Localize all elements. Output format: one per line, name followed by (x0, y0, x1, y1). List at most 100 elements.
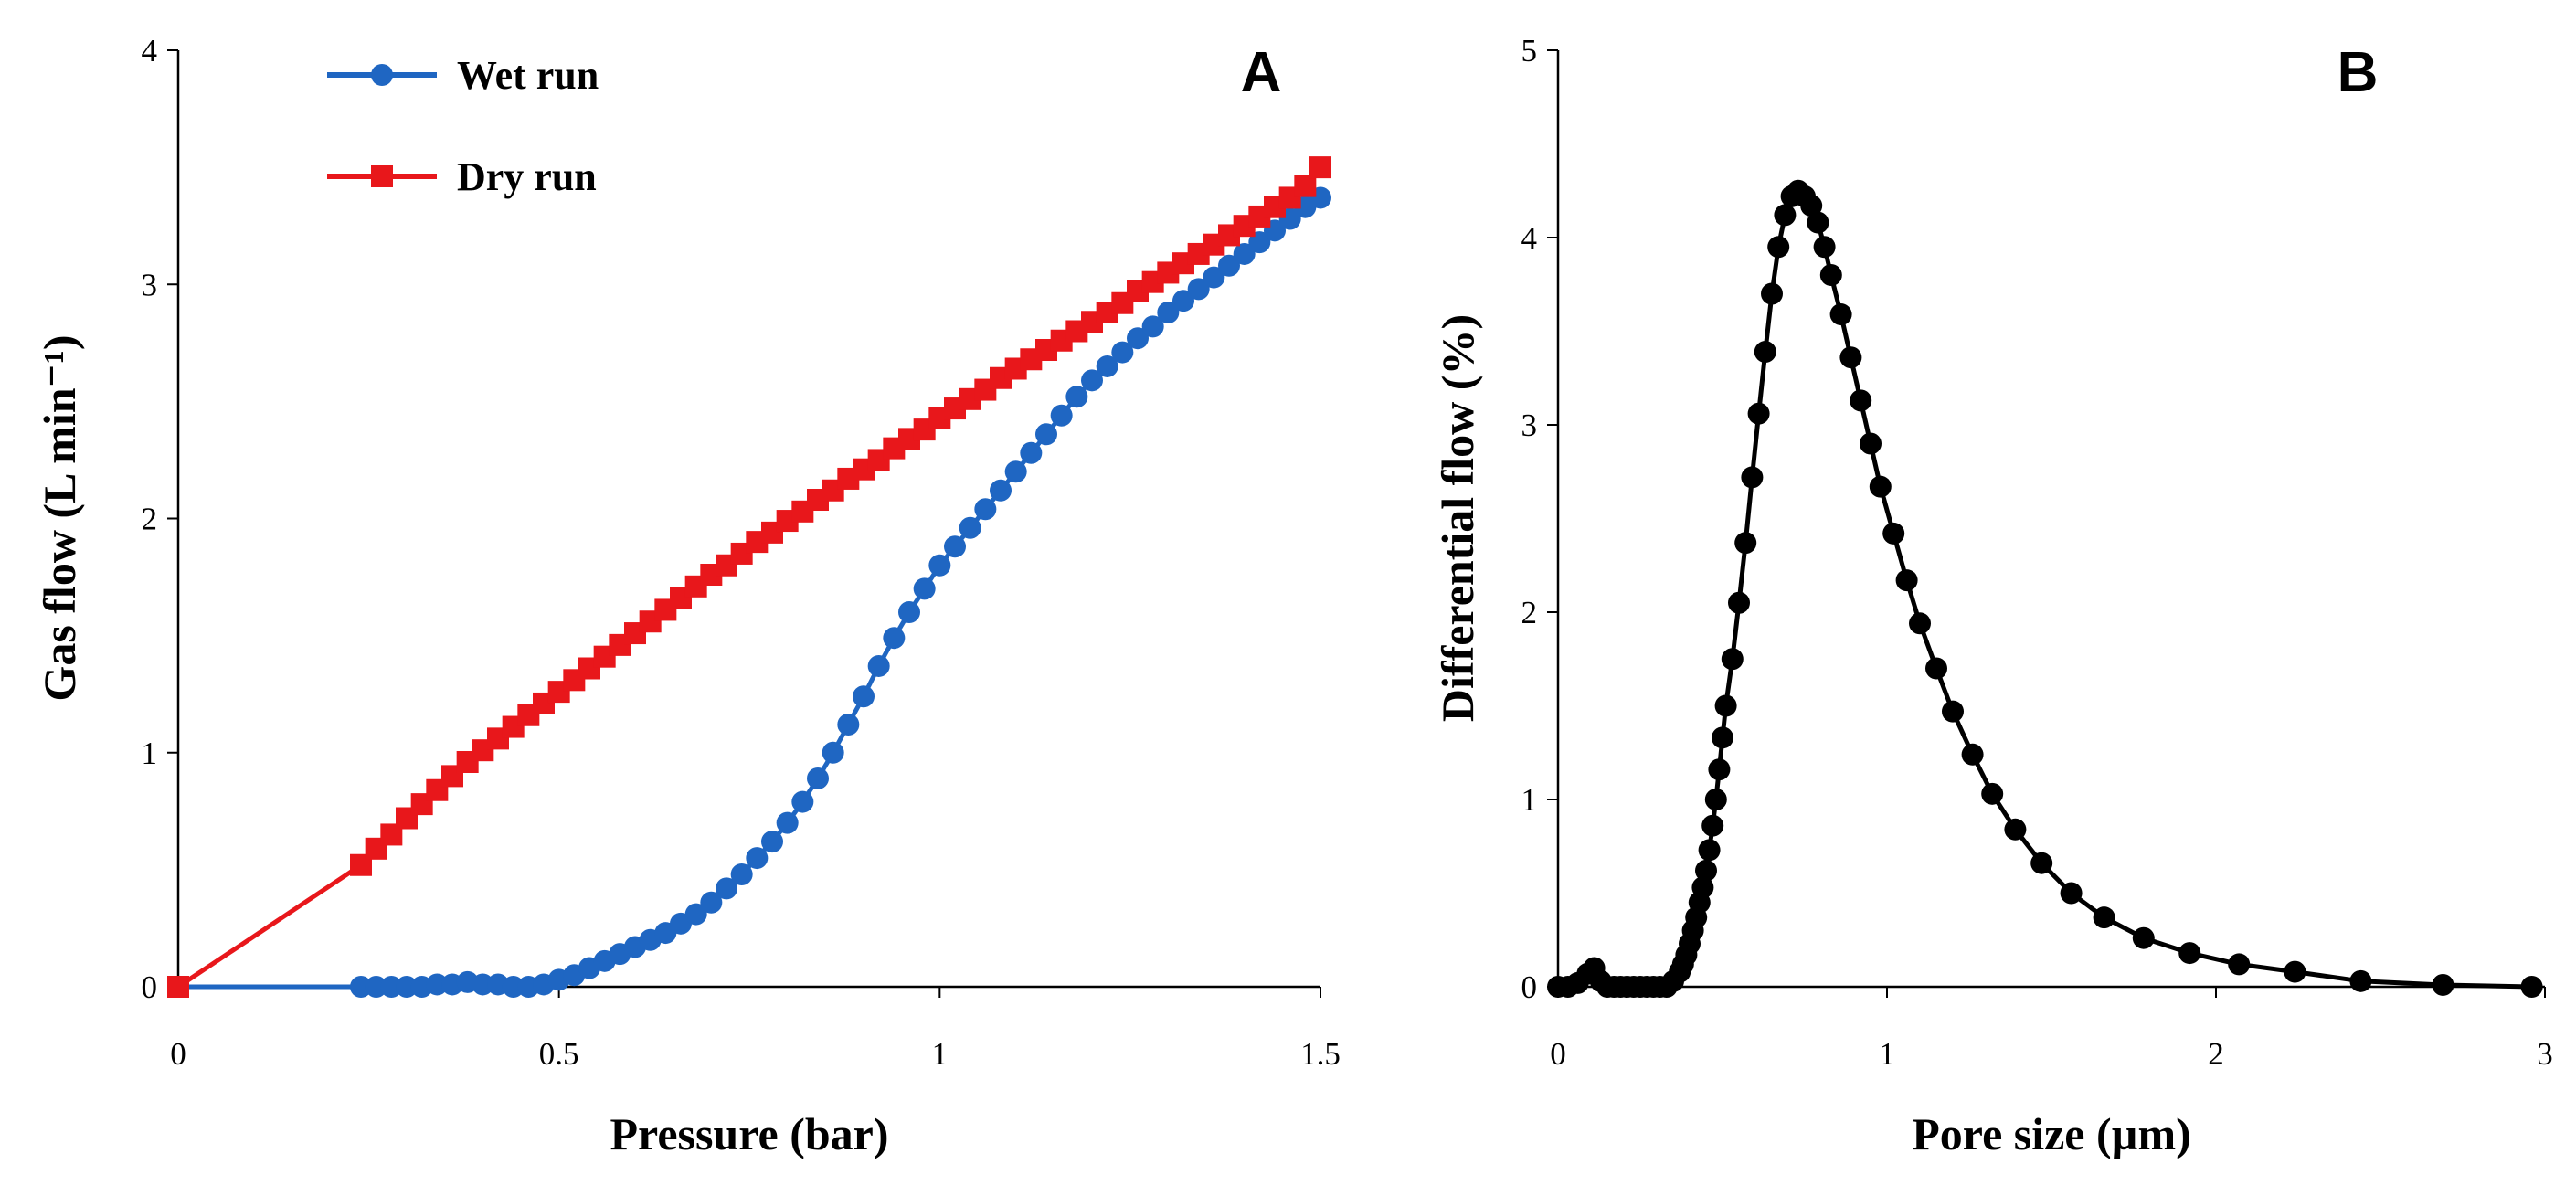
panel-b-differential-flow-point (1721, 648, 1744, 671)
panel-a-wet-run-point (472, 973, 494, 996)
panel-a-letter: A (1241, 41, 1282, 104)
panel-b-differential-flow-point (1728, 591, 1750, 614)
panel-a-wet-run-point (1020, 441, 1043, 464)
panel-a-wet-run-point (1127, 327, 1149, 350)
panel-a-wet-run-point (913, 577, 936, 600)
panel-b-differential-flow-point (2060, 882, 2083, 905)
panel-b-x-tick-label: 3 (2537, 1036, 2553, 1072)
panel-b-differential-flow-point (2284, 960, 2306, 983)
panel-a-x-tick-label: 1 (932, 1036, 949, 1072)
panel-b-differential-flow-point (1741, 466, 1764, 489)
panel-b-differential-flow-point (1734, 532, 1757, 555)
panel-b-differential-flow-point (1691, 876, 1714, 899)
panel-b-series (1547, 179, 2543, 998)
panel-a-x-tick-label: 1.5 (1300, 1036, 1341, 1072)
panel-b-y-tick-label: 5 (1521, 33, 1538, 69)
panel-a-wet-run-point (1004, 460, 1027, 483)
panel-b-differential-flow-point (1712, 726, 1733, 749)
panel-a-legend: Wet run Dry run (327, 53, 599, 199)
legend-dry-run-label: Dry run (457, 154, 597, 199)
panel-b-x-ticks (1557, 987, 2546, 998)
panel-a-wet-run-point (974, 498, 997, 521)
panel-b-y-ticks (1547, 49, 1558, 988)
panel-a-y-tick-label: 4 (142, 33, 158, 69)
panel-a-wet-run-point (1233, 242, 1256, 265)
panel-a-x-tick-label: 0.5 (539, 1036, 579, 1072)
panel-a-y-tick-label: 2 (142, 502, 158, 537)
panel-b-differential-flow-point (1708, 758, 1731, 781)
panel-a-wet-run-point (426, 973, 449, 996)
panel-a-x-axis-title: Pressure (bar) (610, 1108, 888, 1159)
panel-a-wet-run-point (853, 685, 875, 708)
panel-b-differential-flow-point (1774, 204, 1797, 227)
panel-b-differential-flow-point (2132, 926, 2155, 949)
panel-a-wet-run-point (730, 863, 753, 885)
panel-b-differential-flow-point (1942, 700, 1964, 723)
panel-a-wet-run-point (944, 535, 966, 558)
panel-a-wet-run-point (380, 976, 403, 998)
panel-b-differential-flow-point (1698, 839, 1721, 862)
panel-a-wet-run-point (959, 516, 981, 539)
legend-dry-run-marker (371, 165, 393, 187)
panel-b-differential-flow-point (1747, 402, 1770, 425)
panel-b-differential-flow-point (2178, 942, 2201, 965)
panel-a-wet-run-point (883, 627, 906, 650)
panel-a-wet-run-point (761, 831, 783, 853)
panel-a-wet-run-point (898, 601, 920, 623)
panel-b-y-tick-label: 1 (1521, 782, 1538, 818)
panel-a-wet-run-point (1141, 315, 1164, 338)
panel-b-differential-flow-point (1850, 389, 1872, 412)
panel-b-differential-flow-point (1767, 236, 1790, 259)
panel-b-differential-flow-point (1761, 282, 1783, 305)
panel-b-differential-flow-point (2004, 818, 2027, 841)
panel-a-y-ticks (167, 49, 178, 988)
panel-b-y-tick-label: 3 (1521, 407, 1538, 443)
panel-b-differential-flow-point (1981, 782, 2004, 805)
panel-b-differential-flow-point (1895, 569, 1918, 592)
panel-a-dry-run-point (1309, 156, 1331, 179)
panel-a-wet-run-point (837, 714, 860, 736)
panel-a-x-tick-label: 0 (170, 1036, 186, 1072)
panel-b-x-tick-label: 0 (1550, 1036, 1566, 1072)
panel-b-differential-flow-point (2228, 953, 2251, 976)
panel-b-differential-flow-point (1925, 657, 1947, 680)
panel-a-wet-run-point (1065, 386, 1088, 408)
panel-b-differential-flow-point (1860, 432, 1882, 455)
panel-b-differential-flow-point (1839, 346, 1862, 369)
panel-a-wet-run-point (776, 811, 799, 834)
panel-a-wet-run-point (822, 741, 844, 764)
panel-a-y-axis-title: Gas flow (L min⁻¹) (34, 334, 85, 701)
panel-a-wet-run-point (746, 847, 769, 870)
panel-a-wet-run-point (791, 790, 814, 813)
panel-a-y-tick-label: 1 (142, 736, 158, 771)
panel-b-differential-flow-point (2093, 906, 2115, 929)
panel-a-wet-run-point (350, 976, 372, 998)
panel-b-differential-flow-point (1961, 743, 1984, 766)
panel-a-wet-run-point (1203, 266, 1225, 289)
panel-a-wet-run-point (502, 976, 525, 998)
panel-a-wet-run-point (1157, 302, 1180, 323)
panel-b-y-tick-label: 2 (1521, 595, 1538, 630)
panel-b-x-tick-label: 2 (2208, 1036, 2224, 1072)
panel-a-wet-run-point (867, 654, 890, 677)
panel-b-differential-flow-point (1869, 475, 1892, 498)
panel-a-wet-run-point (365, 976, 387, 998)
panel-b-differential-flow-point (1695, 859, 1717, 882)
panel-b-differential-flow-point (2349, 969, 2372, 992)
panel-b-differential-flow-point (1909, 612, 1931, 635)
panel-b-differential-flow-point (1701, 814, 1724, 837)
panel-b-differential-flow-point (2030, 852, 2053, 874)
panel-a-wet-run-point (1172, 290, 1194, 312)
panel-a-wet-run-point (1050, 404, 1073, 427)
panel-a-wet-run-point (684, 903, 707, 926)
panel-a-dry-run-point (1294, 175, 1317, 197)
panel-a-wet-run-point (700, 891, 723, 914)
panel-a-wet-run-point (990, 479, 1012, 502)
panel-b-y-tick-label: 0 (1521, 969, 1538, 1005)
panel-b-y-axis-title: Differential flow (%) (1432, 314, 1483, 722)
panel-a-gas-flow-chart: A 0 1 2 3 4 0 0.5 1 1.5 Pressure (34, 33, 1341, 1159)
panel-b-x-axis-title: Pore size (µm) (1912, 1108, 2191, 1159)
panel-a-wet-run-point (1035, 423, 1057, 446)
panel-b-differential-flow-point (1704, 789, 1727, 810)
